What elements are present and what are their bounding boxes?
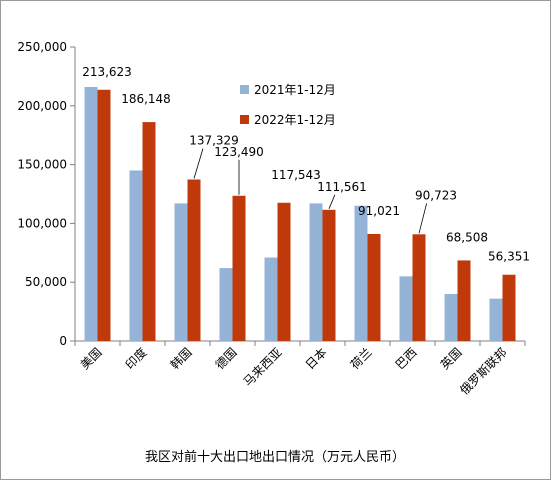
category-label: 马来西亚 [241, 345, 285, 389]
bars [84, 86, 516, 341]
data-label: 213,623 [82, 65, 132, 79]
bar-2022 [457, 260, 471, 341]
legend-swatch-2022 [240, 115, 249, 124]
category-label: 日本 [303, 345, 330, 372]
category-label: 印度 [122, 345, 150, 373]
legend-label-2022: 2022年1-12月 [254, 113, 336, 127]
legend: 2021年1-12月 2022年1-12月 [240, 83, 336, 127]
bar-2022 [277, 202, 291, 341]
bar-2021 [264, 257, 278, 341]
bar-2021 [174, 203, 188, 341]
y-tick-label: 150,000 [17, 158, 67, 172]
data-label-leader [418, 203, 428, 234]
bar-2021 [129, 170, 143, 341]
category-label: 英国 [438, 345, 465, 372]
bar-2022 [187, 179, 201, 341]
bar-2021 [84, 86, 98, 341]
legend-swatch-2021 [240, 85, 249, 94]
data-label: 186,148 [121, 92, 171, 106]
data-label: 111,561 [317, 180, 367, 194]
bar-2022 [502, 274, 516, 341]
bar-2022 [97, 89, 111, 341]
bar-2022 [322, 209, 336, 341]
data-label: 117,543 [271, 168, 321, 182]
bar-2022 [142, 122, 156, 341]
category-label: 美国 [78, 345, 105, 372]
bar-2022 [232, 195, 246, 341]
legend-label-2021: 2021年1-12月 [254, 83, 336, 97]
data-label: 90,723 [415, 188, 457, 202]
data-label: 123,490 [214, 145, 264, 159]
bar-2022 [412, 234, 426, 341]
data-label: 68,508 [446, 230, 488, 244]
chart-title: 我区对前十大出口地出口情况（万元人民币） [145, 449, 405, 465]
category-label: 俄罗斯联邦 [457, 345, 509, 397]
bar-2021 [309, 203, 323, 341]
category-label: 韩国 [167, 345, 195, 373]
bar-2021 [219, 268, 233, 341]
bar-2021 [444, 293, 458, 341]
y-tick-label: 200,000 [17, 99, 67, 113]
y-tick-label: 50,000 [25, 275, 67, 289]
y-tick-label: 0 [59, 334, 67, 348]
y-tick-label: 250,000 [17, 40, 67, 54]
category-label: 荷兰 [348, 345, 375, 372]
data-label: 137,329 [189, 134, 239, 148]
data-label: 91,021 [358, 204, 400, 218]
bar-2021 [489, 298, 503, 341]
y-tick-label: 100,000 [17, 216, 67, 230]
category-label: 德国 [212, 345, 240, 373]
data-label-leader [328, 194, 336, 209]
data-label-leader [193, 148, 204, 179]
bar-2021 [399, 276, 413, 341]
bar-2021 [354, 205, 368, 341]
bar-2022 [367, 233, 381, 341]
category-label: 巴西 [393, 345, 420, 372]
data-label: 56,351 [488, 250, 530, 264]
